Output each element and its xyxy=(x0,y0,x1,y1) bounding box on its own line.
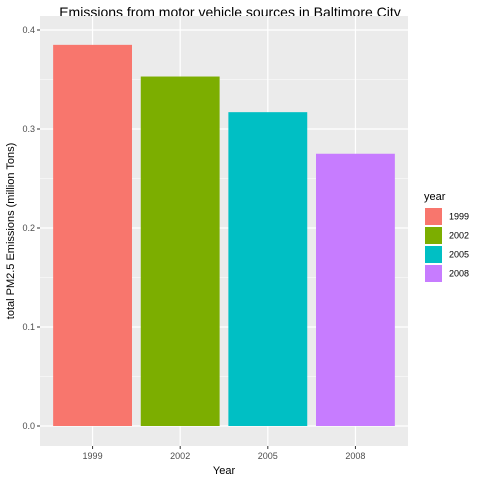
y-axis-title: total PM2.5 Emissions (million Tons) xyxy=(5,143,17,319)
bars xyxy=(53,44,395,427)
legend-key-2002 xyxy=(425,227,442,244)
y-axis: 0.0 0.1 0.2 0.3 0.4 xyxy=(22,25,40,431)
legend-key-2005 xyxy=(425,246,442,263)
legend: year 1999 2002 2005 2008 xyxy=(424,191,469,282)
x-tick-label: 1999 xyxy=(83,451,103,461)
y-tick-label: 0.1 xyxy=(22,322,35,332)
y-tick-label: 0.0 xyxy=(22,421,35,431)
legend-title: year xyxy=(424,191,446,203)
y-tick-label: 0.2 xyxy=(22,223,35,233)
bar-2002 xyxy=(140,76,220,426)
x-tick-label: 2002 xyxy=(170,451,190,461)
legend-label: 2008 xyxy=(449,269,469,279)
x-axis: 1999 2002 2005 2008 xyxy=(83,446,365,461)
legend-key-1999 xyxy=(425,208,442,225)
y-tick-label: 0.4 xyxy=(22,25,35,35)
bar-1999 xyxy=(53,44,133,426)
x-tick-label: 2005 xyxy=(258,451,278,461)
bar-2008 xyxy=(316,153,395,426)
x-tick-label: 2008 xyxy=(345,451,365,461)
y-tick-label: 0.3 xyxy=(22,124,35,134)
legend-label: 2005 xyxy=(449,250,469,260)
legend-label: 1999 xyxy=(449,212,469,222)
x-axis-title: Year xyxy=(213,465,236,477)
legend-label: 2002 xyxy=(449,231,469,241)
legend-key-2008 xyxy=(425,265,442,282)
bar-2005 xyxy=(228,112,308,427)
